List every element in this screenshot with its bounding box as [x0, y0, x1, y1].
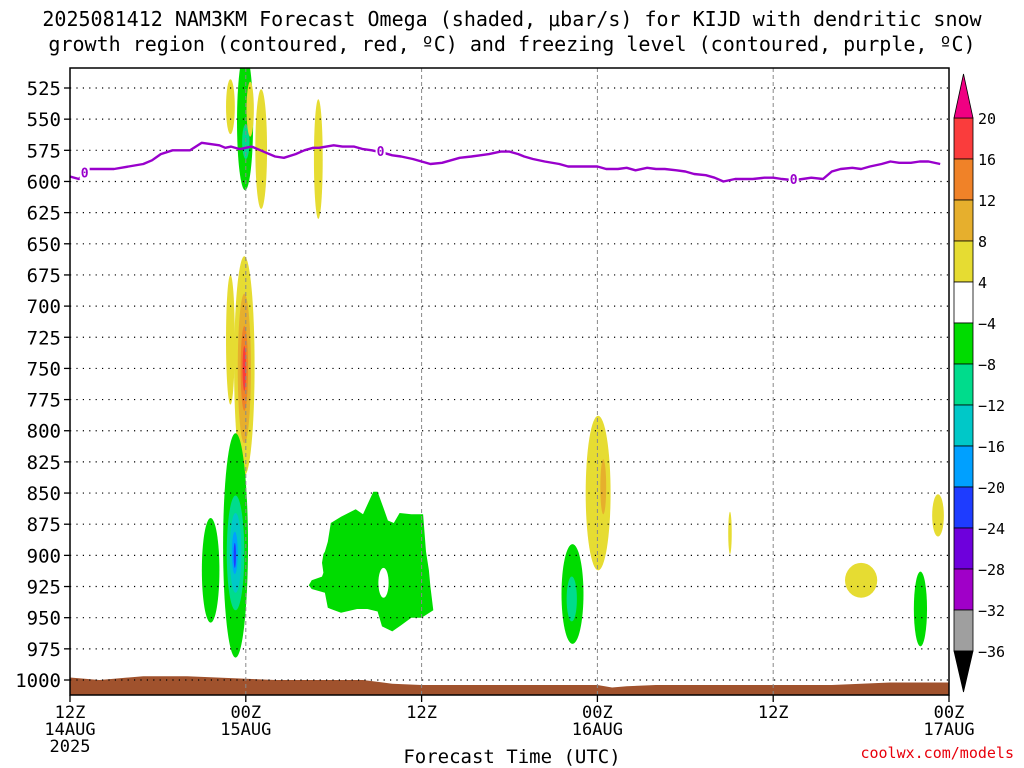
colorbar-swatch: [953, 609, 974, 652]
colorbar-swatch: [953, 322, 974, 365]
y-tick-label: 975: [27, 639, 61, 661]
surface-terrain: [70, 676, 949, 695]
y-tick-label: 900: [27, 545, 61, 567]
colorbar-swatch: [953, 445, 974, 488]
y-tick-label: 675: [27, 265, 61, 287]
y-tick-label: 875: [27, 514, 61, 536]
colorbar-swatch: [953, 568, 974, 611]
x-axis-title: Forecast Time (UTC): [403, 746, 621, 768]
omega-feature: [246, 81, 254, 137]
contour-label-bg: [79, 165, 90, 180]
y-tick-label: 600: [27, 171, 61, 193]
contour-label-bg: [375, 144, 386, 159]
grid-lines: [70, 68, 949, 695]
y-tick-label: 1000: [15, 670, 61, 692]
colorbar-swatch: [953, 281, 974, 324]
x-tick-label: 16AUG: [572, 720, 623, 740]
x-tick-label: 00Z: [230, 703, 261, 723]
colorbar-swatch: [953, 486, 974, 529]
omega-feature: [313, 99, 323, 219]
colorbar-swatch: [953, 240, 974, 283]
y-tick-label: 650: [27, 234, 61, 256]
y-axis-ticks: 525 550 575 600 625 650 675 700 725 750 775 800 825 8…: [15, 78, 70, 692]
y-tick-label: 725: [27, 327, 61, 349]
x-tick-label: 12Z: [55, 703, 86, 723]
colorbar-swatch: [953, 199, 974, 242]
colorbar-swatch: [953, 363, 974, 406]
y-tick-label: 700: [27, 296, 61, 318]
colorbar-swatch: [953, 117, 974, 160]
y-tick-label: 750: [27, 358, 61, 380]
omega-feature: [201, 517, 220, 623]
colorbar-tick-label: −16: [978, 438, 1005, 456]
y-tick-label: 625: [27, 203, 61, 225]
y-tick-label: 575: [27, 140, 61, 162]
omega-shading: [201, 68, 944, 658]
colorbar-swatch: [953, 158, 974, 201]
y-tick-label: 525: [27, 78, 61, 100]
omega-feature: [226, 79, 235, 135]
colorbar-tick-label: −8: [978, 356, 996, 374]
omega-feature: [728, 511, 732, 555]
colorbar-tick-label: −32: [978, 602, 1005, 620]
freezing-level-line: [70, 141, 941, 183]
y-tick-label: 850: [27, 483, 61, 505]
colorbar-top-arrow: [953, 73, 974, 119]
x-tick-label: 17AUG: [923, 720, 974, 740]
colorbar-tick-label: 16: [978, 151, 996, 169]
omega-feature: [585, 415, 611, 571]
colorbar-tick-label: 20: [978, 110, 996, 128]
freezing-level-label: 0: [81, 166, 89, 181]
y-tick-label: 775: [27, 390, 61, 412]
omega-region-hole: [378, 567, 389, 598]
colorbar-tick-label: −24: [978, 520, 1005, 538]
colorbar-bottom-arrow: [953, 650, 974, 693]
omega-feature: [242, 345, 247, 391]
colorbar-tick-label: 4: [978, 274, 987, 292]
colorbar: −36 −32 −28 −24 −20 −16 −12 −8 −4 4 8 12 16 20: [953, 73, 1005, 693]
x-tick-label: 15AUG: [220, 720, 271, 740]
colorbar-tick-label: 12: [978, 192, 996, 210]
colorbar-tick-label: −4: [978, 315, 996, 333]
x-tick-label: 12Z: [758, 703, 789, 723]
colorbar-swatch: [953, 404, 974, 447]
omega-feature: [932, 494, 944, 537]
y-tick-label: 950: [27, 608, 61, 630]
colorbar-tick-label: −20: [978, 479, 1005, 497]
omega-feature: [255, 89, 268, 209]
x-tick-label: 2025: [50, 737, 91, 757]
surface-terrain-fill: [70, 676, 949, 695]
omega-feature: [844, 562, 878, 598]
y-tick-label: 800: [27, 421, 61, 443]
omega-feature: [233, 542, 236, 568]
y-tick-label: 925: [27, 577, 61, 599]
y-tick-label: 825: [27, 452, 61, 474]
freezing-level-label: 0: [377, 145, 385, 160]
site-credit: coolwx.com/models: [860, 744, 1014, 762]
chart-title-line-1: 2025081412 NAM3KM Forecast Omega (shaded…: [42, 7, 982, 31]
colorbar-tick-label: 8: [978, 233, 987, 251]
omega-feature: [913, 571, 928, 647]
omega-feature: [566, 576, 577, 622]
colorbar-swatch: [953, 527, 974, 570]
colorbar-tick-label: −12: [978, 397, 1005, 415]
y-tick-label: 550: [27, 109, 61, 131]
chart-title-line-2: growth region (contoured, red, ºC) and f…: [48, 32, 976, 56]
omega-region-sinking-main: [308, 491, 434, 632]
contour-label-bg: [788, 172, 799, 187]
plot-frame: [69, 67, 950, 696]
x-tick-label: 00Z: [934, 703, 965, 723]
x-tick-label: 00Z: [582, 703, 613, 723]
colorbar-tick-label: −36: [978, 643, 1005, 661]
freezing-level-label: 0: [790, 173, 798, 188]
colorbar-tick-label: −28: [978, 561, 1005, 579]
omega-feature: [226, 274, 235, 405]
omega-feature: [600, 459, 607, 515]
x-tick-label: 14AUG: [44, 720, 95, 740]
x-tick-label: 12Z: [406, 703, 437, 723]
freezing-level-contour: 0 0 0: [70, 141, 941, 188]
